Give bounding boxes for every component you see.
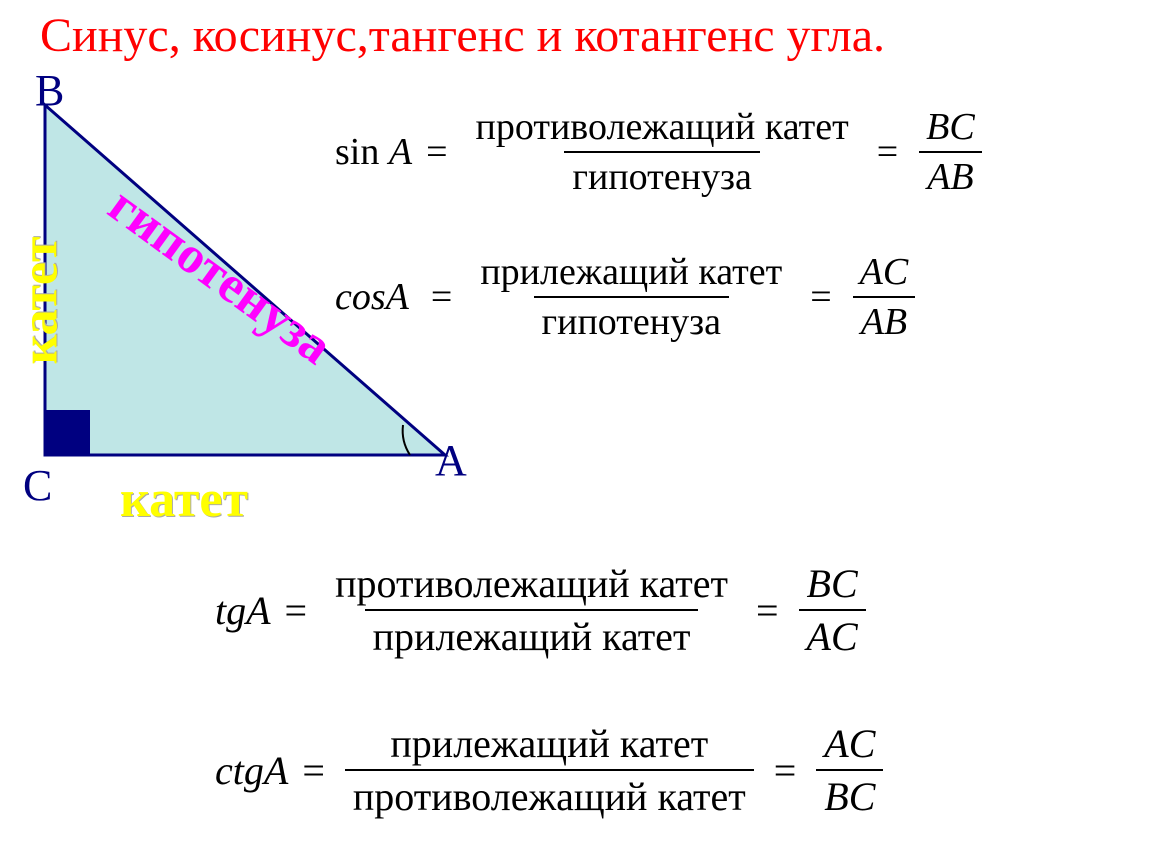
equals-sign: = — [877, 130, 898, 174]
tg-fraction-ratio: BC AC — [799, 560, 866, 660]
sin-denominator-text: гипотенуза — [564, 151, 759, 199]
sin-lhs: sin A — [335, 130, 412, 174]
tg-lhs: tgA — [215, 587, 271, 634]
ctg-ratio-den: BC — [816, 769, 883, 820]
tg-ratio-den: AC — [799, 609, 866, 660]
ctg-denominator-text: противолежащий катет — [345, 769, 754, 820]
vertex-c-label: С — [23, 460, 52, 511]
ctg-fraction-words: прилежащий катет противолежащий катет — [345, 720, 754, 820]
tg-formula: tgA = противолежащий катет прилежащий ка… — [215, 560, 876, 660]
ctg-ratio-num: AC — [816, 720, 883, 769]
cos-denominator-text: гипотенуза — [534, 296, 729, 344]
equals-sign: = — [431, 275, 452, 319]
equals-sign: = — [426, 130, 447, 174]
cos-formula: cosA = прилежащий катет гипотенуза = AC … — [335, 250, 926, 344]
cos-ratio-den: AB — [853, 296, 915, 344]
katet-horizontal-label: катет — [120, 470, 248, 529]
sin-fraction-words: противолежащий катет гипотенуза — [468, 105, 857, 199]
sin-formula: sin A = противолежащий катет гипотенуза … — [335, 105, 993, 199]
tg-fraction-words: противолежащий катет прилежащий катет — [327, 560, 736, 660]
cos-fraction-ratio: AC AB — [852, 250, 917, 344]
katet-vertical-label: катет — [11, 237, 70, 365]
cos-numerator-text: прилежащий катет — [472, 250, 790, 296]
ctg-lhs: ctgA — [215, 747, 288, 794]
tg-denominator-text: прилежащий катет — [365, 609, 699, 660]
right-angle-square — [45, 410, 90, 455]
sin-fraction-ratio: BC AB — [918, 105, 983, 199]
ctg-numerator-text: прилежащий катет — [382, 720, 716, 769]
sin-ratio-num: BC — [918, 105, 983, 151]
sin-numerator-text: противолежащий катет — [468, 105, 857, 151]
equals-sign: = — [810, 275, 831, 319]
tg-numerator-text: противолежащий катет — [327, 560, 736, 609]
cos-ratio-num: AC — [852, 250, 917, 296]
cos-fraction-words: прилежащий катет гипотенуза — [472, 250, 790, 344]
tg-ratio-num: BC — [799, 560, 866, 609]
cos-lhs: cosA — [335, 275, 409, 319]
equals-sign: = — [756, 587, 779, 634]
equals-sign: = — [302, 747, 325, 794]
vertex-b-label: B — [35, 65, 64, 116]
equals-sign: = — [285, 587, 308, 634]
equals-sign: = — [774, 747, 797, 794]
ctg-formula: ctgA = прилежащий катет противолежащий к… — [215, 720, 893, 820]
sin-ratio-den: AB — [919, 151, 981, 199]
vertex-a-label: A — [435, 435, 467, 486]
ctg-fraction-ratio: AC BC — [816, 720, 883, 820]
page-title: Синус, косинус,тангенс и котангенс угла. — [40, 8, 885, 63]
